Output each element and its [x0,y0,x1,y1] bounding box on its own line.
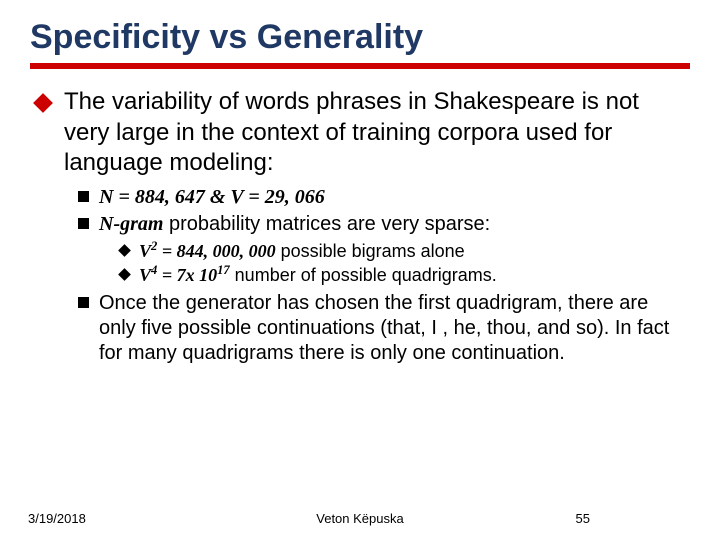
v4-sup2: 17 [217,263,230,277]
level3-text: V2 = 844, 000, 000 possible bigrams alon… [139,240,465,263]
level2-text: Once the generator has chosen the first … [99,291,690,367]
title-underline [30,63,690,69]
footer: 3/19/2018 Veton Këpuska 55 [0,511,720,526]
level2-text: N-gram probability matrices are very spa… [99,212,490,237]
v4-eq: = 7x 10 [157,265,217,285]
bullet-level1: The variability of words phrases in Shak… [36,87,690,179]
footer-page: 55 [576,511,590,526]
diamond-small-icon [118,268,131,281]
footer-author: Veton Këpuska [0,511,720,526]
square-icon [78,297,89,308]
v4-rest: number of possible quadrigrams. [230,265,497,285]
bullet-level3: V2 = 844, 000, 000 possible bigrams alon… [120,240,690,263]
v2-base: V [139,241,151,261]
level1-text: The variability of words phrases in Shak… [64,87,690,179]
level3-text: V4 = 7x 1017 number of possible quadrigr… [139,264,497,287]
v4-base: V [139,265,151,285]
slide-title: Specificity vs Generality [30,18,690,57]
diamond-small-icon [118,244,131,257]
square-icon [78,191,89,202]
level2-text: N = 884, 647 & V = 29, 066 [99,185,325,210]
bullet-level3: V4 = 7x 1017 number of possible quadrigr… [120,264,690,287]
square-icon [78,218,89,229]
bullet-level2: N-gram probability matrices are very spa… [78,212,690,237]
footer-date: 3/19/2018 [28,511,86,526]
bullet-level2: N = 884, 647 & V = 29, 066 [78,185,690,210]
ngram-rest: probability matrices are very sparse: [163,213,490,235]
ngram-label: N-gram [99,213,163,235]
v2-eq: = 844, 000, 000 [157,241,275,261]
diamond-icon [33,93,53,113]
formula-nv: N = 884, 647 & V = 29, 066 [99,186,325,208]
bullet-level2: Once the generator has chosen the first … [78,291,690,367]
v2-rest: possible bigrams alone [276,241,465,261]
